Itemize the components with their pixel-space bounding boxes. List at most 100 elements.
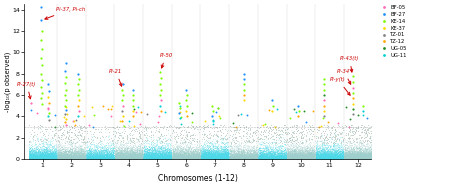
Point <box>164 156 172 159</box>
Point <box>51 157 59 160</box>
Point <box>165 156 173 159</box>
Point <box>156 155 164 158</box>
Point <box>129 151 137 154</box>
Point <box>129 155 137 158</box>
Point <box>330 153 338 156</box>
Point <box>112 157 120 160</box>
Point <box>74 157 82 160</box>
Point <box>141 151 148 154</box>
Point <box>133 157 141 160</box>
Point <box>224 156 231 159</box>
Point <box>113 156 121 159</box>
Point <box>334 155 341 158</box>
Point <box>214 151 221 154</box>
Point <box>44 156 52 159</box>
Point <box>172 157 179 160</box>
Point <box>130 143 137 146</box>
Point <box>133 156 141 159</box>
Point <box>133 157 141 160</box>
Point <box>98 153 106 156</box>
Point <box>215 157 223 160</box>
Point <box>224 153 232 156</box>
Point <box>325 157 333 160</box>
Point <box>230 154 238 157</box>
Point <box>217 145 225 148</box>
Point <box>197 154 205 157</box>
Point <box>128 156 136 159</box>
Point <box>177 157 185 160</box>
Point <box>35 155 42 158</box>
Point <box>195 156 202 159</box>
Point <box>58 157 66 160</box>
Point <box>143 157 150 160</box>
Point <box>301 155 308 158</box>
Point <box>150 157 157 160</box>
Point <box>125 154 133 157</box>
Point <box>158 156 166 159</box>
Point <box>274 148 282 151</box>
Point <box>84 157 92 160</box>
Point <box>80 157 87 160</box>
Point <box>290 152 298 155</box>
Point <box>92 150 100 153</box>
Point <box>329 154 337 157</box>
Point <box>234 157 242 160</box>
Point <box>361 155 368 158</box>
Point <box>91 156 99 159</box>
Point <box>154 150 161 153</box>
Point <box>280 153 287 156</box>
Point <box>100 146 108 149</box>
Point <box>186 156 193 159</box>
Point <box>120 149 128 152</box>
Point <box>130 153 138 156</box>
Point <box>137 154 144 157</box>
Point <box>315 157 322 160</box>
Point <box>284 156 292 159</box>
Point <box>349 151 357 154</box>
Point <box>91 152 99 155</box>
Point <box>335 156 342 159</box>
Point <box>61 104 69 107</box>
Point <box>309 148 317 151</box>
Point <box>331 149 338 152</box>
Point <box>205 156 212 159</box>
Point <box>105 157 112 160</box>
Point <box>188 157 195 160</box>
Point <box>129 152 137 155</box>
Point <box>145 155 152 158</box>
Point <box>344 154 351 157</box>
Point <box>41 154 48 157</box>
Point <box>297 151 305 154</box>
Point <box>285 154 292 157</box>
Point <box>310 154 318 157</box>
Point <box>206 149 213 152</box>
Point <box>285 145 293 148</box>
Point <box>214 156 221 159</box>
Point <box>46 155 54 158</box>
Point <box>157 151 165 154</box>
Point <box>32 150 40 153</box>
Point <box>144 152 152 155</box>
Point <box>251 156 258 159</box>
Point <box>210 152 218 155</box>
Point <box>112 157 119 160</box>
Point <box>225 157 232 160</box>
Point <box>128 154 135 157</box>
Point <box>324 149 332 152</box>
Point <box>298 153 305 156</box>
Point <box>213 155 221 158</box>
Point <box>165 156 173 159</box>
Point <box>75 155 82 158</box>
Point <box>246 158 254 161</box>
Point <box>176 146 184 149</box>
Point <box>182 155 189 158</box>
Point <box>189 149 197 152</box>
Point <box>107 150 114 153</box>
Point <box>250 155 257 158</box>
Point <box>365 157 373 160</box>
Point <box>162 155 169 158</box>
Point <box>137 157 144 160</box>
Point <box>129 157 137 160</box>
Point <box>74 155 82 158</box>
Point <box>241 156 249 159</box>
